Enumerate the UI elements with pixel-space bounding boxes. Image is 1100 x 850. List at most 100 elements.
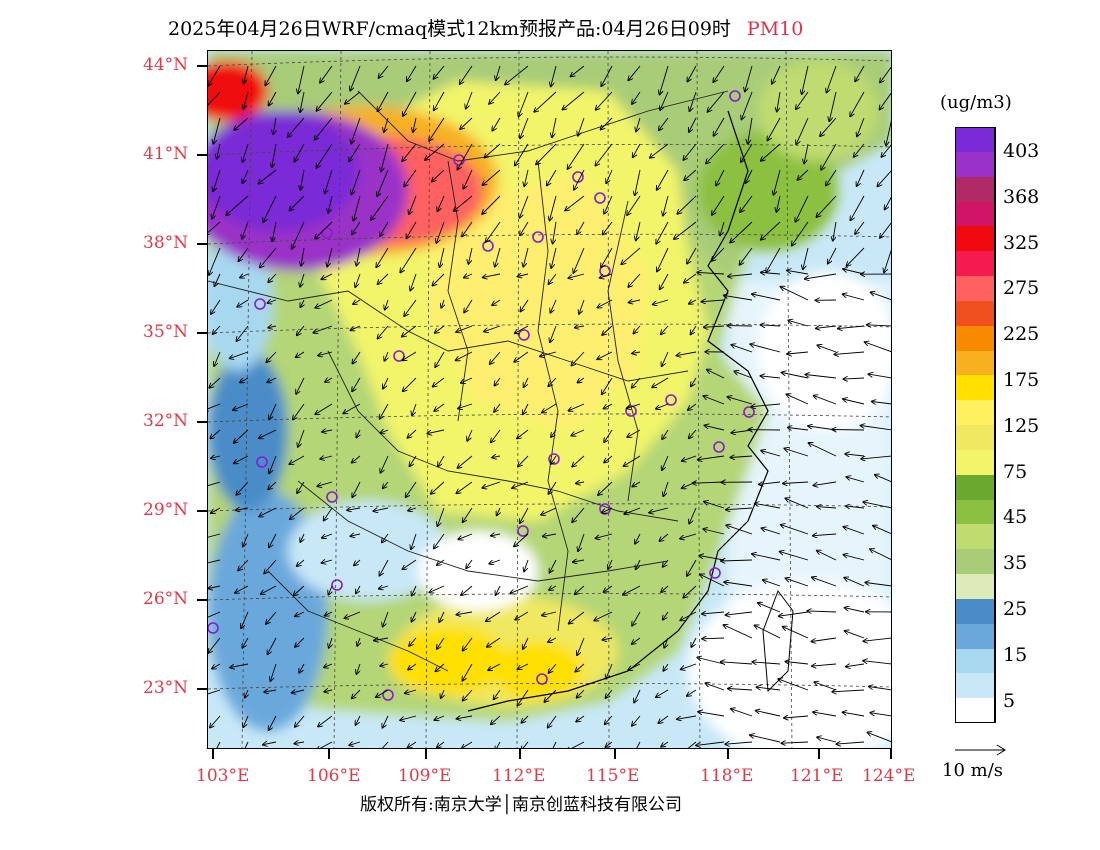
wind-arrow — [578, 533, 585, 551]
colorbar-label: 125 — [1003, 414, 1040, 437]
wind-arrow — [464, 299, 473, 313]
wind-arrow — [381, 143, 389, 172]
wind-arrow — [315, 221, 333, 239]
wind-arrow — [683, 143, 697, 160]
wind-arrow — [412, 403, 417, 415]
wind-arrow — [684, 169, 697, 180]
wind-arrow — [460, 117, 473, 129]
wind-arrow — [208, 91, 221, 110]
wind-arrow — [292, 690, 305, 693]
wind-arrow — [550, 195, 557, 221]
colorbar-swatch — [955, 598, 995, 625]
wind-arrow — [434, 65, 445, 79]
lon-tick — [890, 749, 892, 759]
wind-arrow — [234, 429, 249, 443]
wind-arrow — [264, 690, 277, 692]
lon-tick — [425, 749, 427, 759]
wind-arrow — [294, 742, 305, 744]
wind-arrow — [258, 169, 277, 184]
wind-arrow — [410, 273, 417, 291]
wind-arrow — [462, 741, 473, 748]
wind-arrow — [266, 611, 277, 624]
wind-arrow — [752, 662, 781, 664]
wind-arrow — [230, 351, 249, 358]
title-variable: PM10 — [746, 18, 804, 40]
wind-arrow — [400, 247, 417, 273]
wind-arrow — [209, 247, 221, 275]
wind-arrow — [576, 482, 585, 483]
wind-arrow — [437, 637, 445, 649]
wind-arrow — [521, 715, 529, 723]
wind-arrow — [766, 247, 781, 272]
wind-arrow — [661, 585, 669, 592]
wind-arrow — [350, 65, 361, 91]
wind-arrow — [524, 559, 529, 571]
wind-arrow — [705, 683, 725, 691]
wind-arrow — [298, 429, 305, 447]
wind-arrow — [208, 689, 221, 695]
wind-arrow — [782, 742, 809, 743]
wind-arrow — [779, 611, 809, 616]
wind-arrow — [267, 300, 277, 303]
wind-arrow — [816, 326, 837, 328]
wind-arrow — [402, 325, 417, 337]
wind-arrow — [704, 502, 725, 509]
wind-arrow — [574, 169, 585, 190]
wind-arrow — [514, 351, 529, 362]
wind-arrow — [353, 300, 361, 304]
wind-arrow — [796, 117, 809, 144]
wind-arrow — [572, 507, 585, 522]
wind-arrow — [497, 507, 500, 515]
wind-arrow — [575, 663, 585, 672]
wind-arrow — [688, 403, 697, 410]
wind-arrow — [726, 525, 753, 535]
wind-arrow — [268, 481, 277, 489]
wind-arrow — [728, 689, 753, 691]
wind-arrow — [405, 690, 417, 693]
wind-arrow — [463, 507, 473, 522]
wind-arrow — [713, 65, 725, 82]
wind-arrow — [510, 585, 529, 593]
wind-arrow — [552, 741, 557, 748]
wind-arrow — [436, 663, 445, 671]
lon-label: 103°E — [196, 766, 250, 786]
wind-arrow — [520, 507, 529, 523]
lat-tick — [197, 332, 207, 334]
wind-arrow — [237, 299, 249, 307]
wind-arrow — [244, 741, 249, 748]
wind-arrow — [677, 715, 697, 719]
wind-arrow — [458, 533, 473, 539]
province-borders — [208, 90, 729, 672]
wind-arrow — [711, 247, 725, 261]
colorbar-label: 325 — [1003, 231, 1040, 254]
wind-arrow — [627, 403, 641, 408]
wind-arrow — [548, 273, 557, 284]
wind-arrow — [802, 65, 809, 94]
wind-arrow — [515, 143, 529, 166]
wind-arrow — [761, 528, 781, 535]
wind-arrow — [731, 709, 753, 717]
wind-arrow — [408, 741, 417, 748]
wind-arrow — [817, 507, 837, 508]
wind-arrow — [548, 481, 557, 494]
wind-arrow — [356, 585, 361, 594]
wind-arrow — [877, 170, 891, 186]
wind-arrow — [843, 712, 865, 717]
wind-arrow — [682, 455, 697, 461]
wind-arrow — [403, 377, 417, 391]
wind-arrow — [569, 403, 585, 411]
wind-arrow — [649, 507, 669, 513]
wind-arrow — [259, 507, 277, 517]
wind-arrow — [385, 299, 388, 310]
wind-arrow — [208, 65, 221, 86]
wind-arrow — [635, 169, 641, 195]
wind-arrow — [491, 715, 501, 724]
wind-arrow — [268, 273, 277, 282]
wind-arrow — [429, 117, 445, 141]
wind-arrow — [551, 429, 557, 437]
wind-arrow — [524, 377, 529, 387]
wind-arrow — [728, 397, 753, 405]
wind-arrow — [704, 326, 725, 327]
wind-arrow — [356, 715, 361, 725]
wind-arrow — [437, 195, 445, 211]
